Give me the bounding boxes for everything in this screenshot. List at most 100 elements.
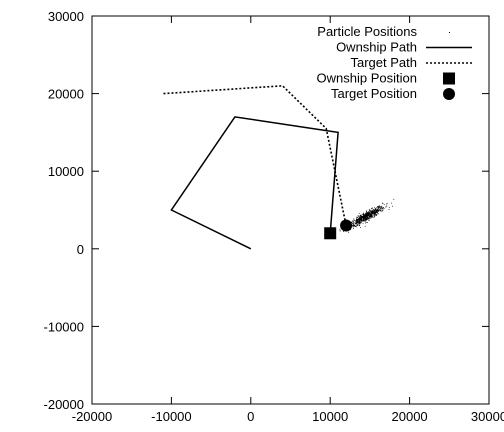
particle-point [356,223,358,224]
particle-point [360,222,362,224]
particle-point [366,210,368,212]
particle-point [378,205,380,207]
particle-point [354,224,356,226]
y-tick-label: 10000 [48,164,84,179]
particle-point [356,218,358,220]
particle-point [378,209,379,211]
particle-point [380,207,382,209]
particle-point [363,213,364,215]
particle-point [380,211,382,213]
particle-point [354,219,355,221]
particle-point [357,217,358,218]
particle-point [360,217,361,219]
particle-point [356,225,358,226]
y-tick-label: 30000 [48,9,84,24]
particle-point [358,224,360,226]
particle-point [355,226,357,227]
particle-point [361,213,363,215]
particle-point [377,209,379,210]
particle-point [362,217,363,219]
particle-point [368,217,369,219]
particle-point [366,213,367,215]
particle-point [371,212,373,214]
particle-point [374,209,376,211]
particle-point [382,203,384,204]
particle-point [373,216,375,218]
particle-point [360,215,362,217]
particle-point [362,216,363,218]
particle-point [356,221,358,222]
particle-point [359,219,361,221]
particle-point [361,216,362,218]
particle-point [359,223,360,225]
particle-point [357,222,359,223]
particle-point [367,214,369,216]
particle-point [366,217,368,218]
particle-point [383,204,385,206]
particle-point [371,215,373,216]
particle-point [361,220,362,222]
particle-point [363,219,365,220]
particle-point [370,213,372,215]
particle-point [371,210,372,212]
particle-point [363,217,365,219]
particle-point [378,210,379,212]
particle-point [365,218,366,219]
particle-point [374,210,376,212]
particle-point [353,224,354,226]
particle-point [373,213,375,214]
particle-point [369,216,371,218]
particle-point [365,215,367,216]
particle-point [380,210,382,211]
particle-point [353,222,355,224]
particle-point [359,221,360,222]
particle-point [353,226,355,228]
particle-point [368,214,370,216]
particle-point [367,222,368,223]
particle-point [352,221,354,222]
particle-point [365,214,367,216]
particle-point [371,216,373,217]
legend-particle-sample [449,32,450,33]
particle-point [351,224,353,226]
particle-point [366,212,367,214]
particle-point [377,213,379,214]
particle-point [376,210,378,211]
particle-point [385,206,387,208]
particle-point [359,216,361,218]
particle-point [359,222,361,224]
particle-point [366,213,367,214]
particle-point [369,213,371,215]
particle-point [371,213,373,215]
particle-point [352,225,354,227]
particle-point [374,207,375,209]
particle-point [368,211,370,213]
particle-point [357,215,359,216]
particle-point [353,223,354,225]
particle-point [363,216,364,218]
particle-point [374,212,376,213]
particle-point [356,219,357,220]
particle-point [367,212,368,213]
particle-point [370,214,372,216]
particle-point [365,222,367,223]
particle-point [355,220,357,222]
particle-point [370,211,371,213]
particle-point [353,225,354,226]
particle-point [356,220,358,222]
particle-point [377,210,379,211]
particle-point [373,210,375,212]
particle-point [378,207,380,209]
particle-point [369,216,370,218]
particle-point [348,231,349,233]
y-tick-label: 20000 [48,87,84,102]
particle-point [358,212,360,214]
y-tick-label: -20000 [44,397,84,412]
particle-point [366,214,368,216]
legend-square-sample [443,72,455,85]
particle-point [386,205,388,207]
particle-point [360,215,361,217]
particle-point [355,221,356,223]
particle-point [371,212,373,213]
particle-point [368,209,370,210]
